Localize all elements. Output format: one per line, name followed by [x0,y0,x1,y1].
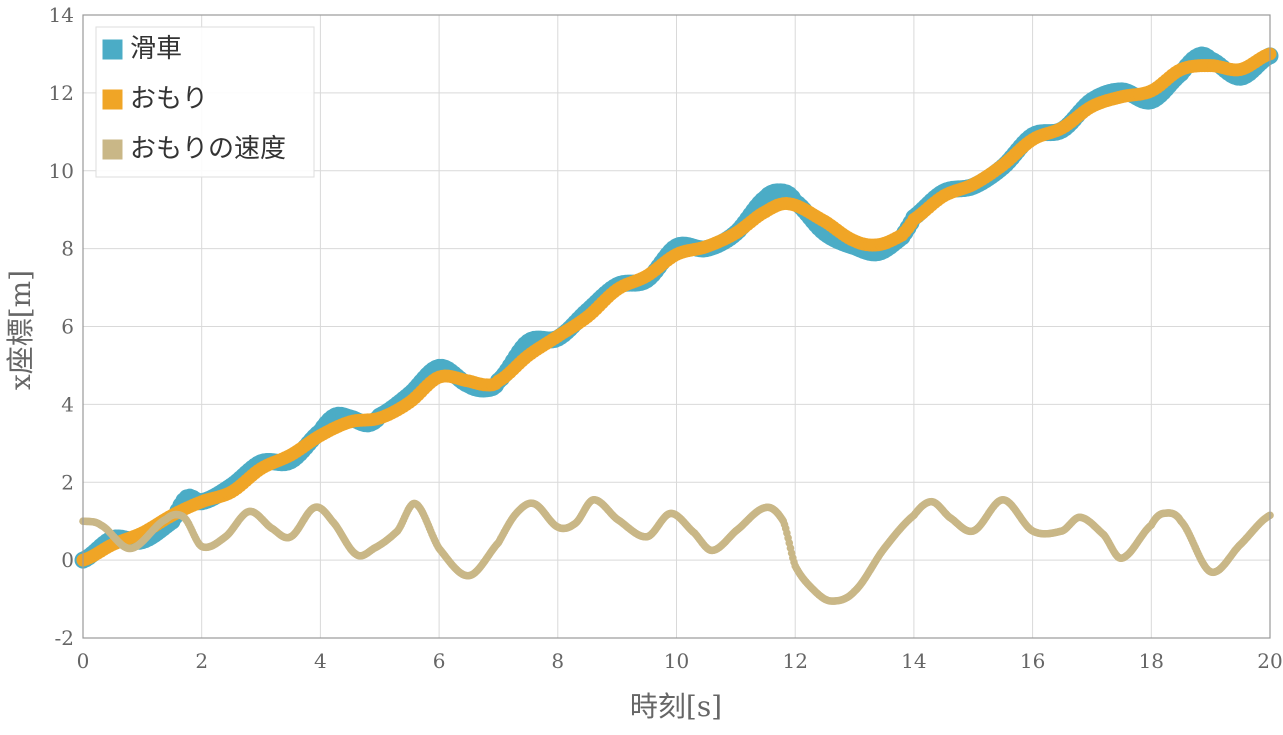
series-layer [74,46,1279,605]
x-tick-label: 14 [901,649,926,673]
x-tick-label: 16 [1020,649,1045,673]
y-tick-label: 14 [49,3,74,27]
legend-label: 滑車 [130,34,182,64]
y-tick-label: 6 [61,315,74,339]
y-tick-label: -2 [55,626,74,650]
x-axis-title: 時刻[s] [630,690,722,723]
y-tick-label: 8 [61,237,74,261]
y-axis-title: x座標[m] [4,270,37,390]
plot-border [82,14,1271,639]
y-tick-label: 2 [61,470,74,494]
x-tick-label: 0 [77,649,90,673]
y-tick-label: 10 [49,159,74,183]
x-tick-label: 6 [433,649,446,673]
legend-swatch [101,88,124,111]
x-tick-label: 2 [195,649,208,673]
x-tick-label: 8 [551,649,564,673]
legend-swatch [101,138,124,161]
series-2 [76,47,1277,567]
y-tick-label: 4 [61,392,74,416]
y-tick-label: 0 [61,548,74,572]
legend-box [95,26,315,178]
x-tick-label: 12 [782,649,807,673]
series-3 [79,495,1274,605]
x-tick-label: 18 [1139,649,1164,673]
x-tick-label: 4 [314,649,327,673]
y-tick-label: 12 [49,81,74,105]
x-tick-label: 10 [664,649,689,673]
legend-label: おもりの速度 [130,134,286,164]
x-tick-label: 20 [1257,649,1282,673]
legend-label: おもり [130,84,208,114]
legend-swatch [101,38,124,61]
